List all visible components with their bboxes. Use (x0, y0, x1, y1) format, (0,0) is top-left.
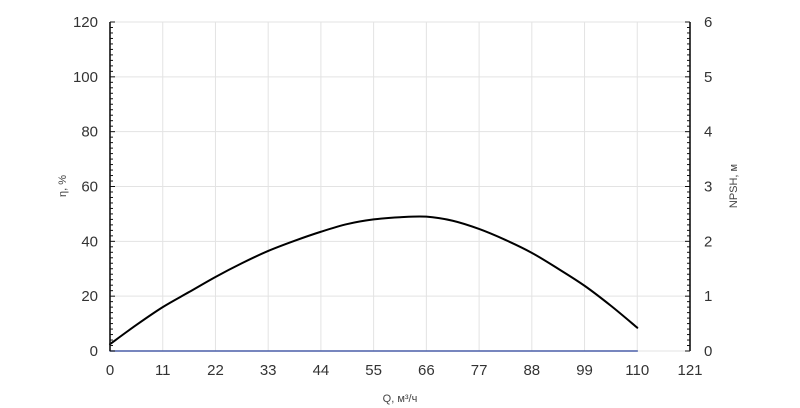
gridlines (109, 21, 691, 352)
y-right-tick-label: 6 (704, 14, 712, 31)
y-left-tick-label: 100 (73, 69, 98, 86)
y-left-tick-label: 120 (73, 14, 98, 31)
x-tick-label: 88 (523, 362, 540, 379)
x-tick-label: 77 (471, 362, 488, 379)
x-tick-label: 11 (155, 362, 171, 379)
y-left-tick-label: 60 (81, 179, 98, 196)
x-tick-label: 0 (106, 362, 114, 379)
y-right-axis-title: NPSH, м (728, 164, 740, 208)
series-group (109, 215, 639, 352)
y-right-tick-label: 5 (704, 69, 712, 86)
y-left-tick-label: 80 (81, 124, 98, 141)
x-tick-label: 44 (313, 362, 330, 379)
y-right-tick-label: 0 (704, 343, 712, 360)
y-right-tick-label: 4 (704, 124, 712, 141)
x-tick-label: 55 (365, 362, 382, 379)
y-left-tick-label: 40 (81, 233, 98, 250)
efficiency-series-line (109, 215, 639, 346)
axes (109, 21, 691, 352)
tick-labels: 0 11 22 33 44 55 66 77 88 99 110 121020406080100120… (73, 14, 712, 379)
x-tick-label: 99 (576, 362, 593, 379)
x-tick-label: 66 (418, 362, 435, 379)
x-axis-title: Q, м³/ч (383, 393, 418, 405)
y-right-tick-label: 3 (704, 179, 712, 196)
y-right-tick-label: 2 (704, 233, 712, 250)
x-tick-label: 22 (207, 362, 224, 379)
x-tick-label: 110 (625, 362, 649, 379)
x-tick-label: 33 (260, 362, 277, 379)
y-left-tick-label: 20 (81, 288, 98, 305)
x-tick-label: 121 (677, 362, 702, 379)
y-right-tick-label: 1 (704, 288, 712, 305)
y-left-tick-label: 0 (90, 343, 98, 360)
y-left-axis-title: η, % (57, 175, 69, 197)
